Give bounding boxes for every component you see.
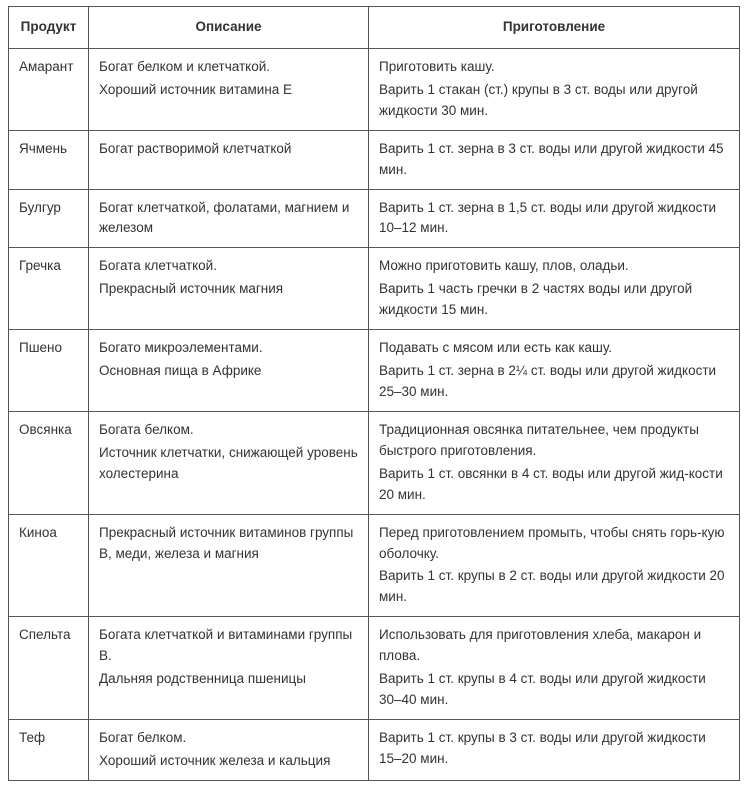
preparation-line: Варить 1 ст. овсянки в 4 ст. воды или др… [379, 464, 729, 506]
table-row: ПшеноБогато микроэлементами.Основная пищ… [9, 330, 740, 412]
preparation-line: Варить 1 стакан (ст.) крупы в 3 ст. воды… [379, 80, 729, 122]
cell-product: Ячмень [9, 130, 89, 189]
description-line: Богато микроэлементами. [99, 338, 358, 359]
description-line: Источник клетчатки, снижающей уровень хо… [99, 443, 358, 485]
cell-product: Амарант [9, 48, 89, 130]
description-line: Богата клетчаткой. [99, 256, 358, 277]
preparation-line: Варить 1 ст. зерна в 3 ст. воды или друг… [379, 139, 729, 181]
cell-preparation: Традиционная овсянка питательнее, чем пр… [369, 411, 740, 514]
cell-description: Прекрасный источник витаминов группы В, … [89, 514, 369, 617]
cell-product: Гречка [9, 248, 89, 330]
cell-description: Богато микроэлементами.Основная пища в А… [89, 330, 369, 412]
table-row: КиноаПрекрасный источник витаминов групп… [9, 514, 740, 617]
col-header-description: Описание [89, 7, 369, 49]
description-line: Богат белком. [99, 728, 358, 749]
preparation-line: Варить 1 ст. зерна в 2¼ ст. воды или дру… [379, 361, 729, 403]
description-line: Дальняя родственница пшеницы [99, 669, 358, 690]
cell-product: Пшено [9, 330, 89, 412]
cell-description: Богата клетчаткой и витаминами группы В.… [89, 617, 369, 720]
description-line: Богат растворимой клетчаткой [99, 139, 358, 160]
description-line: Прекрасный источник витаминов группы В, … [99, 523, 358, 565]
table-header-row: Продукт Описание Приготовление [9, 7, 740, 49]
cell-preparation: Можно приготовить кашу, плов, оладьи.Вар… [369, 248, 740, 330]
cell-preparation: Приготовить кашу.Варить 1 стакан (ст.) к… [369, 48, 740, 130]
cell-product: Овсянка [9, 411, 89, 514]
table-body: АмарантБогат белком и клетчаткой.Хороший… [9, 48, 740, 780]
preparation-line: Использовать для приготовления хлеба, ма… [379, 625, 729, 667]
table-row: ГречкаБогата клетчаткой.Прекрасный источ… [9, 248, 740, 330]
description-line: Богат белком и клетчаткой. [99, 57, 358, 78]
grains-table: Продукт Описание Приготовление АмарантБо… [8, 6, 740, 781]
preparation-line: Варить 1 ст. крупы в 3 ст. воды или друг… [379, 728, 729, 770]
table-header: Продукт Описание Приготовление [9, 7, 740, 49]
preparation-line: Приготовить кашу. [379, 57, 729, 78]
cell-product: Киноа [9, 514, 89, 617]
col-header-product: Продукт [9, 7, 89, 49]
preparation-line: Подавать с мясом или есть как кашу. [379, 338, 729, 359]
col-header-preparation: Приготовление [369, 7, 740, 49]
cell-preparation: Использовать для приготовления хлеба, ма… [369, 617, 740, 720]
preparation-line: Варить 1 ст. крупы в 2 ст. воды или друг… [379, 566, 729, 608]
table-row: Ячмень Богат растворимой клетчаткой Варить… [9, 130, 740, 189]
cell-preparation: Варить 1 ст. зерна в 1,5 ст. воды или др… [369, 189, 740, 248]
cell-description: Богат белком.Хороший источник железа и к… [89, 719, 369, 780]
cell-product: Булгур [9, 189, 89, 248]
cell-product: Теф [9, 719, 89, 780]
cell-description: Богат клетчаткой, фолатами, магнием и же… [89, 189, 369, 248]
cell-product: Спельта [9, 617, 89, 720]
cell-preparation: Варить 1 ст. зерна в 3 ст. воды или друг… [369, 130, 740, 189]
cell-description: Богат белком и клетчаткой.Хороший источн… [89, 48, 369, 130]
description-line: Богата клетчаткой и витаминами группы В. [99, 625, 358, 667]
preparation-line: Варить 1 часть гречки в 2 частях воды ил… [379, 279, 729, 321]
description-line: Хороший источник железа и кальция [99, 751, 358, 772]
description-line: Богата белком. [99, 420, 358, 441]
cell-description: Богат растворимой клетчаткой [89, 130, 369, 189]
table-row: СпельтаБогата клетчаткой и витаминами гр… [9, 617, 740, 720]
preparation-line: Варить 1 ст. крупы в 4 ст. воды или друг… [379, 669, 729, 711]
preparation-line: Перед приготовлением промыть, чтобы снят… [379, 523, 729, 565]
cell-preparation: Перед приготовлением промыть, чтобы снят… [369, 514, 740, 617]
table-row: АмарантБогат белком и клетчаткой.Хороший… [9, 48, 740, 130]
table-row: БулгурБогат клетчаткой, фолатами, магние… [9, 189, 740, 248]
cell-preparation: Подавать с мясом или есть как кашу.Варит… [369, 330, 740, 412]
description-line: Хороший источник витамина Е [99, 80, 358, 101]
cell-description: Богата клетчаткой.Прекрасный источник ма… [89, 248, 369, 330]
preparation-line: Традиционная овсянка питательнее, чем пр… [379, 420, 729, 462]
preparation-line: Можно приготовить кашу, плов, оладьи. [379, 256, 729, 277]
table-row: ОвсянкаБогата белком.Источник клетчатки,… [9, 411, 740, 514]
description-line: Богат клетчаткой, фолатами, магнием и же… [99, 198, 358, 240]
table-row: ТефБогат белком.Хороший источник железа … [9, 719, 740, 780]
preparation-line: Варить 1 ст. зерна в 1,5 ст. воды или др… [379, 198, 729, 240]
description-line: Прекрасный источник магния [99, 279, 358, 300]
cell-description: Богата белком.Источник клетчатки, снижаю… [89, 411, 369, 514]
description-line: Основная пища в Африке [99, 361, 358, 382]
grains-table-container: Продукт Описание Приготовление АмарантБо… [0, 0, 748, 787]
cell-preparation: Варить 1 ст. крупы в 3 ст. воды или друг… [369, 719, 740, 780]
